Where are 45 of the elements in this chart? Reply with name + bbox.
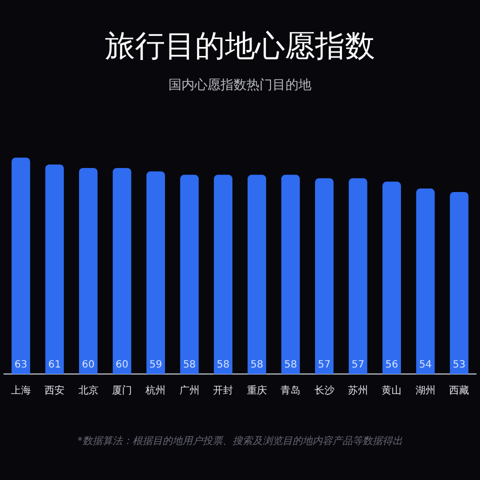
x-tick-label: 杭州: [144, 384, 166, 397]
data-label: 58: [284, 360, 297, 371]
bar: [45, 164, 64, 374]
data-label: 60: [82, 360, 95, 371]
chart-subtitle: 国内心愿指数热门目的地: [168, 77, 312, 94]
data-label: 63: [14, 360, 28, 371]
x-tick-label: 西藏: [449, 384, 470, 397]
data-label: 57: [352, 360, 364, 371]
x-tick-label: 长沙: [314, 384, 334, 397]
data-label: 59: [149, 360, 162, 371]
data-label: 61: [48, 360, 61, 371]
bar: [112, 168, 132, 374]
data-label: 58: [216, 360, 230, 371]
bar: [214, 174, 232, 374]
x-tick-label: 上海: [10, 384, 31, 397]
data-label: 56: [385, 360, 398, 371]
x-tick-label: 北京: [78, 384, 98, 397]
bar: [382, 182, 401, 374]
bar: [450, 192, 468, 374]
x-tick-label: 青岛: [280, 384, 301, 397]
bar: [281, 174, 300, 374]
x-tick-label: 厦门: [112, 384, 132, 397]
bar: [12, 158, 30, 374]
chart-title: 旅行目的地心愿指数: [105, 28, 375, 64]
x-tick-label: 西安: [44, 384, 65, 397]
bar: [248, 174, 266, 374]
data-label: 57: [318, 360, 331, 371]
bar: [348, 178, 368, 374]
x-tick-label: 重庆: [246, 384, 267, 397]
data-label: 58: [183, 360, 196, 371]
data-label: 58: [250, 360, 264, 371]
data-label: 53: [452, 360, 466, 371]
bar: [416, 188, 435, 374]
data-label: 54: [419, 360, 432, 371]
bar: [315, 178, 334, 374]
x-tick-label: 广州: [179, 384, 200, 397]
bar: [180, 174, 199, 374]
bar: [79, 168, 98, 374]
x-tick-label: 开封: [213, 384, 234, 397]
text: *数据算法：根据目的地用户投票、搜索及浏览目的地内容产品等数据得出: [76, 434, 404, 448]
x-tick-label: 苏州: [348, 384, 368, 397]
x-tick-label: 黄山: [382, 384, 402, 397]
bar: [146, 171, 165, 374]
data-label: 60: [116, 360, 128, 371]
x-tick-label: 湖州: [415, 384, 436, 397]
